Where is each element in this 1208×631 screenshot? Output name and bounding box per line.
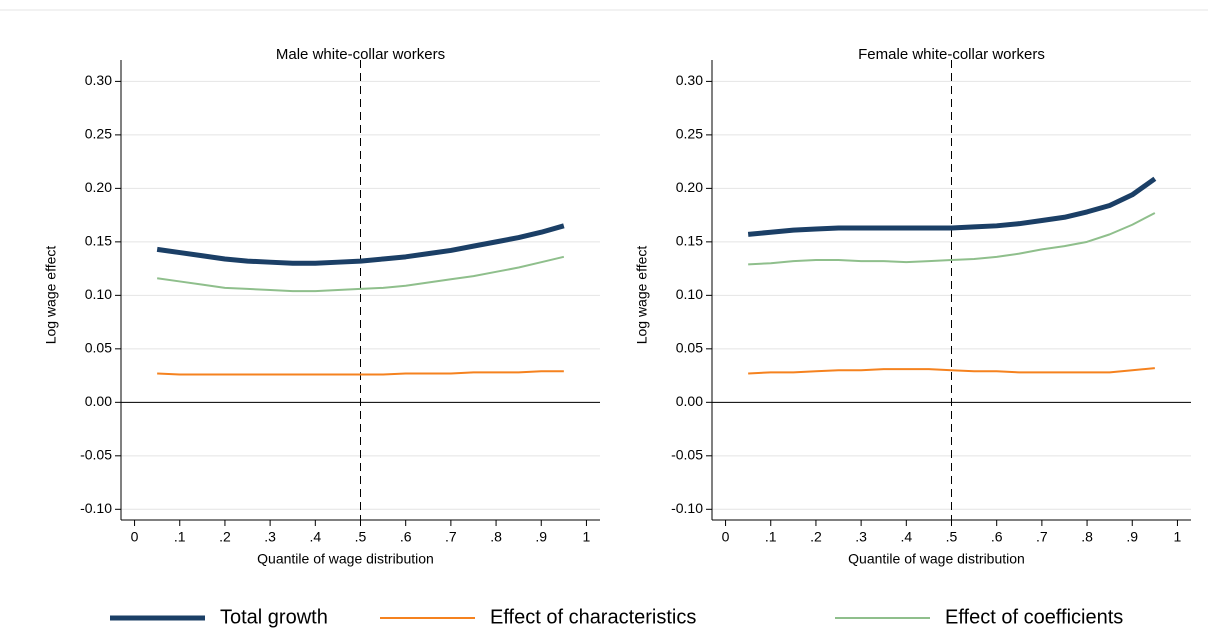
y-tick-label: -0.10 xyxy=(671,500,703,516)
x-tick-label: .8 xyxy=(490,529,502,545)
chart-title: Female white-collar workers xyxy=(858,46,1045,63)
x-axis-title: Quantile of wage distribution xyxy=(848,551,1025,567)
legend-label: Total growth xyxy=(220,606,328,628)
x-tick-label: .2 xyxy=(810,529,822,545)
x-tick-label: .7 xyxy=(1036,529,1048,545)
y-tick-label: 0.05 xyxy=(676,340,703,356)
series-line xyxy=(748,212,1156,266)
x-tick-label: .8 xyxy=(1081,529,1093,545)
legend-label: Effect of characteristics xyxy=(490,606,696,628)
y-tick-label: 0.20 xyxy=(85,179,112,195)
series-line xyxy=(156,223,565,266)
x-tick-label: .3 xyxy=(855,529,867,545)
x-tick-label: .5 xyxy=(355,529,367,545)
x-tick-label: .4 xyxy=(309,529,321,545)
legend-label: Effect of coefficients xyxy=(945,606,1123,628)
panel: Female white-collar workers -0.10 -0.05 0.0… xyxy=(634,46,1191,567)
series-line xyxy=(157,370,564,376)
y-tick-label: 0.15 xyxy=(676,233,703,249)
y-tick-label: -0.05 xyxy=(671,447,703,463)
x-tick-label: .7 xyxy=(445,529,457,545)
x-tick-label: .1 xyxy=(174,529,186,545)
panel: Male white-collar workers -0.10 -0.05 0.00 0… xyxy=(43,46,600,567)
y-tick-label: 0.15 xyxy=(85,233,112,249)
x-axis-title: Quantile of wage distribution xyxy=(257,551,434,567)
y-tick-label: 0.00 xyxy=(85,393,112,409)
y-tick-label: -0.10 xyxy=(80,500,112,516)
y-tick-label: 0.00 xyxy=(676,393,703,409)
x-tick-label: .9 xyxy=(535,529,547,545)
y-tick-label: 0.25 xyxy=(676,126,703,142)
x-tick-label: .2 xyxy=(219,529,231,545)
x-tick-label: 1 xyxy=(1174,529,1182,545)
x-tick-label: .5 xyxy=(946,529,958,545)
y-axis-title: Log wage effect xyxy=(43,246,59,345)
y-tick-label: 0.20 xyxy=(676,179,703,195)
y-tick-label: 0.10 xyxy=(85,286,112,302)
y-axis-title: Log wage effect xyxy=(634,246,650,345)
legend: Total growth Effect of characteristics Eff… xyxy=(110,606,1123,628)
chart-title: Male white-collar workers xyxy=(276,46,445,63)
x-tick-label: 0 xyxy=(131,529,139,545)
series-line xyxy=(748,367,1155,375)
x-tick-label: .6 xyxy=(991,529,1003,545)
x-tick-label: .4 xyxy=(900,529,912,545)
y-tick-label: -0.05 xyxy=(80,447,112,463)
x-tick-label: 0 xyxy=(722,529,730,545)
y-tick-label: 0.30 xyxy=(85,72,112,88)
series-line xyxy=(157,255,565,293)
x-tick-label: 1 xyxy=(583,529,591,545)
series-line xyxy=(747,176,1157,237)
x-tick-label: .1 xyxy=(765,529,777,545)
y-tick-label: 0.25 xyxy=(85,126,112,142)
x-tick-label: .6 xyxy=(400,529,412,545)
x-tick-label: .9 xyxy=(1126,529,1138,545)
y-tick-label: 0.30 xyxy=(676,72,703,88)
x-tick-label: .3 xyxy=(264,529,276,545)
y-tick-label: 0.10 xyxy=(676,286,703,302)
y-tick-label: 0.05 xyxy=(85,340,112,356)
